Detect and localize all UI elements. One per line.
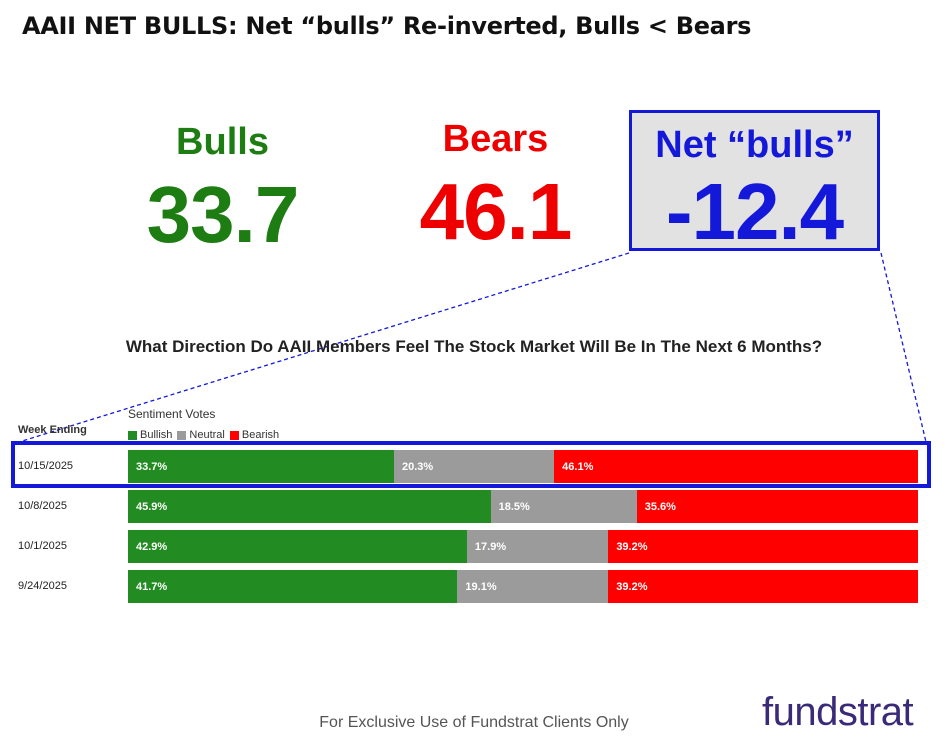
legend-swatch	[128, 430, 137, 440]
bears-stat: Bears 46.1	[393, 120, 598, 252]
week-label: 9/24/2025	[18, 580, 67, 592]
bar-segment-bullish: 45.9%	[128, 490, 491, 523]
bears-label: Bears	[442, 118, 549, 160]
chart-title: What Direction Do AAII Members Feel The …	[125, 337, 823, 356]
bears-value: 46.1	[419, 167, 573, 256]
week-ending-header: Week Ending	[18, 424, 87, 436]
bulls-label: Bulls	[176, 121, 269, 163]
bulls-value: 33.7	[146, 170, 300, 259]
bar-segment-bearish: 46.1%	[554, 450, 918, 483]
callout-line-left	[18, 252, 630, 443]
stacked-bar: 41.7% 19.1% 39.2%	[128, 570, 918, 603]
net-bulls-box: Net “bulls” -12.4	[629, 110, 880, 256]
legend-swatch	[177, 430, 187, 440]
legend-item-bullish: Bullish	[128, 429, 172, 441]
bar-segment-bearish: 35.6%	[636, 490, 918, 523]
stacked-bar: 33.7% 20.3% 46.1%	[128, 450, 918, 483]
net-bulls-label: Net “bulls”	[655, 124, 854, 166]
legend-title: Sentiment Votes	[128, 407, 216, 421]
fundstrat-logo: fundstrat	[762, 690, 914, 734]
highlight-box	[11, 441, 931, 488]
stacked-bar: 42.9% 17.9% 39.2%	[128, 530, 918, 563]
page-title: AAII NET BULLS: Net “bulls” Re-inverted,…	[22, 12, 752, 40]
bar-segment-neutral: 17.9%	[466, 530, 609, 563]
net-bulls-value: -12.4	[665, 167, 844, 256]
bar-segment-bullish: 42.9%	[128, 530, 467, 563]
week-label: 10/1/2025	[18, 540, 67, 552]
bar-segment-bearish: 39.2%	[608, 530, 918, 563]
legend-item-bearish: Bearish	[229, 429, 280, 441]
bar-segment-neutral: 19.1%	[457, 570, 609, 603]
footer-note: For Exclusive Use of Fundstrat Clients O…	[319, 714, 629, 731]
week-label: 10/8/2025	[18, 500, 67, 512]
bar-segment-neutral: 20.3%	[393, 450, 555, 483]
legend: Bullish Neutral Bearish	[128, 429, 279, 441]
legend-label: Neutral	[189, 429, 225, 441]
week-label: 10/15/2025	[18, 460, 74, 472]
bar-segment-bearish: 39.2%	[608, 570, 918, 603]
stacked-bar: 45.9% 18.5% 35.6%	[128, 490, 918, 523]
legend-swatch	[229, 430, 239, 440]
bulls-stat: Bulls 33.7	[120, 123, 325, 255]
bar-segment-bullish: 33.7%	[128, 450, 394, 483]
legend-item-neutral: Neutral	[177, 429, 225, 441]
bar-segment-neutral: 18.5%	[490, 490, 637, 523]
legend-label: Bullish	[140, 429, 173, 441]
bar-segment-bullish: 41.7%	[128, 570, 458, 603]
callout-line-right	[880, 252, 927, 443]
legend-label: Bearish	[241, 429, 280, 441]
